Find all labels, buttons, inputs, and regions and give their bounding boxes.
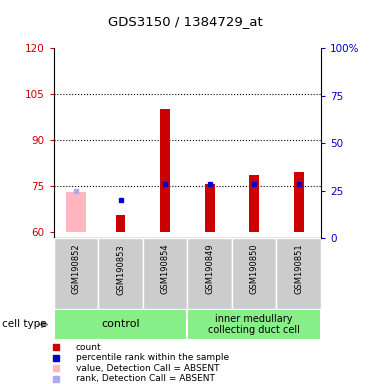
Text: value, Detection Call = ABSENT: value, Detection Call = ABSENT bbox=[76, 364, 219, 372]
Bar bbox=[160, 109, 170, 232]
Bar bbox=[294, 172, 303, 232]
Bar bbox=[205, 184, 214, 232]
Bar bbox=[249, 175, 259, 232]
FancyBboxPatch shape bbox=[54, 309, 187, 340]
Text: rank, Detection Call = ABSENT: rank, Detection Call = ABSENT bbox=[76, 374, 214, 383]
Text: GSM190852: GSM190852 bbox=[72, 244, 81, 295]
FancyBboxPatch shape bbox=[143, 238, 187, 309]
FancyBboxPatch shape bbox=[276, 238, 321, 309]
Bar bbox=[116, 215, 125, 232]
Bar bbox=[66, 192, 86, 232]
Text: percentile rank within the sample: percentile rank within the sample bbox=[76, 353, 229, 362]
Text: GSM190850: GSM190850 bbox=[250, 244, 259, 295]
FancyBboxPatch shape bbox=[54, 238, 98, 309]
Text: GDS3150 / 1384729_at: GDS3150 / 1384729_at bbox=[108, 15, 263, 28]
Text: GSM190849: GSM190849 bbox=[205, 244, 214, 295]
Text: GSM190851: GSM190851 bbox=[294, 244, 303, 295]
FancyBboxPatch shape bbox=[187, 238, 232, 309]
Text: GSM190854: GSM190854 bbox=[161, 244, 170, 295]
FancyBboxPatch shape bbox=[187, 309, 321, 340]
Text: cell type: cell type bbox=[2, 319, 46, 329]
Text: inner medullary
collecting duct cell: inner medullary collecting duct cell bbox=[208, 314, 300, 335]
Text: count: count bbox=[76, 343, 101, 351]
Text: control: control bbox=[101, 319, 140, 329]
FancyBboxPatch shape bbox=[98, 238, 143, 309]
Text: GSM190853: GSM190853 bbox=[116, 244, 125, 295]
FancyBboxPatch shape bbox=[232, 238, 276, 309]
